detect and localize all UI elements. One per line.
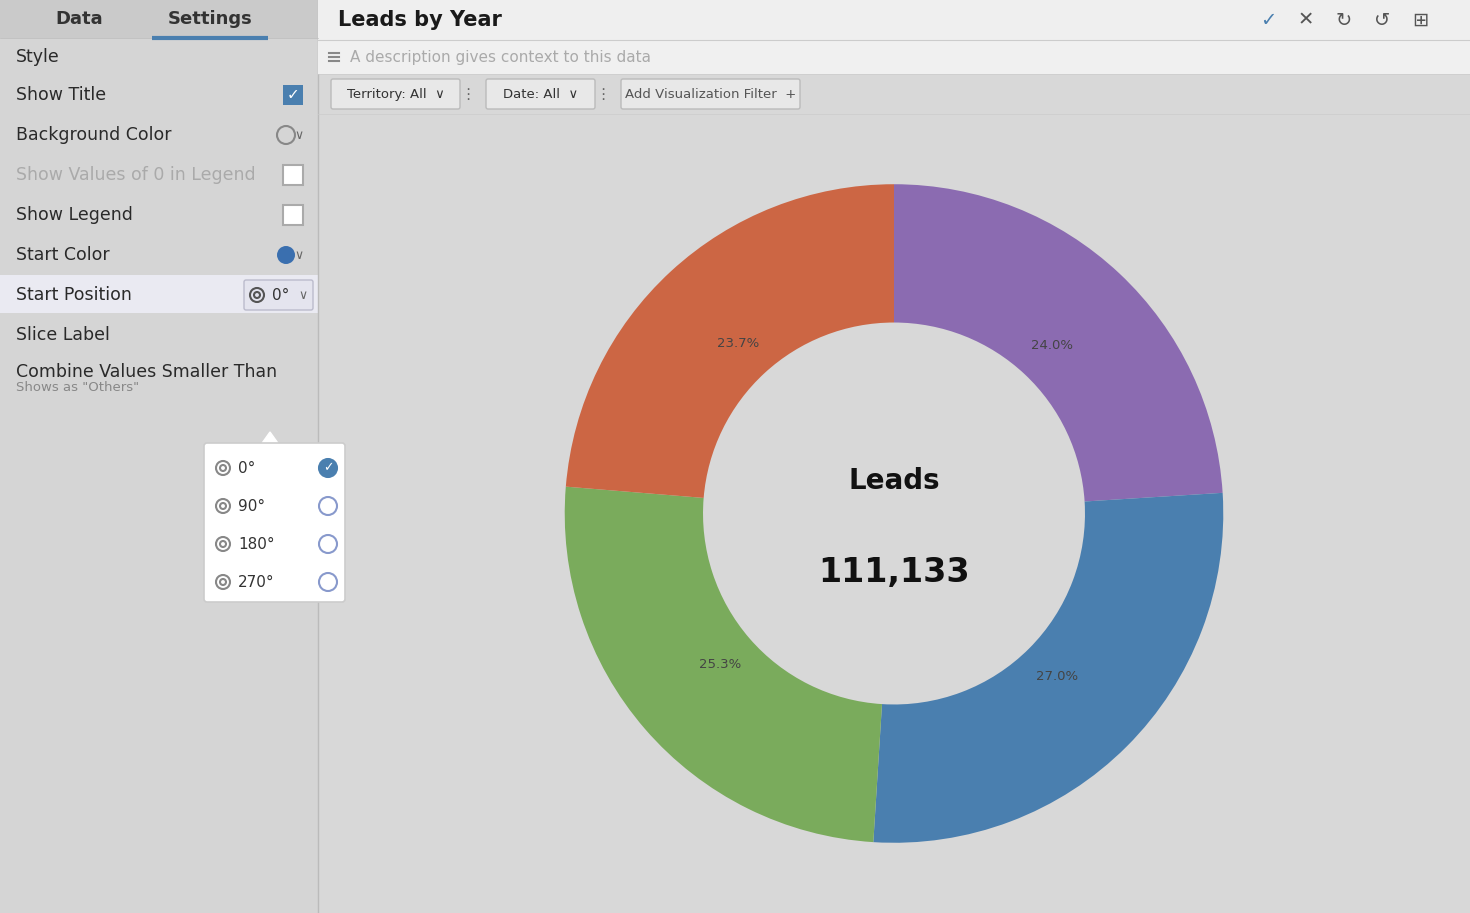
Text: Territory: All  ∨: Territory: All ∨ bbox=[347, 88, 444, 100]
Wedge shape bbox=[564, 487, 882, 842]
Text: Leads: Leads bbox=[848, 467, 939, 495]
Text: ⋮: ⋮ bbox=[595, 87, 610, 101]
Text: 111,133: 111,133 bbox=[819, 556, 970, 589]
Text: 180°: 180° bbox=[238, 537, 275, 551]
Text: 0°: 0° bbox=[272, 288, 290, 302]
Text: 0°: 0° bbox=[238, 460, 256, 476]
Text: Start Color: Start Color bbox=[16, 246, 110, 264]
FancyBboxPatch shape bbox=[620, 79, 800, 109]
Text: ✓: ✓ bbox=[287, 88, 300, 102]
Text: Show Values of 0 in Legend: Show Values of 0 in Legend bbox=[16, 166, 256, 184]
Text: 27.0%: 27.0% bbox=[1036, 670, 1078, 683]
Text: ∨: ∨ bbox=[298, 289, 307, 301]
FancyBboxPatch shape bbox=[284, 85, 303, 105]
Wedge shape bbox=[873, 493, 1223, 843]
Text: 270°: 270° bbox=[238, 574, 275, 590]
Text: Data: Data bbox=[56, 10, 103, 28]
Text: ⋮: ⋮ bbox=[460, 87, 476, 101]
Text: 23.7%: 23.7% bbox=[717, 338, 759, 351]
Text: Add Visualization Filter  +: Add Visualization Filter + bbox=[625, 88, 797, 100]
Circle shape bbox=[319, 535, 337, 553]
Text: 25.3%: 25.3% bbox=[698, 657, 741, 671]
Text: 24.0%: 24.0% bbox=[1030, 339, 1073, 352]
Text: ∨: ∨ bbox=[294, 129, 304, 142]
FancyBboxPatch shape bbox=[318, 40, 1470, 74]
Polygon shape bbox=[260, 432, 279, 446]
FancyBboxPatch shape bbox=[331, 79, 460, 109]
Text: ∨: ∨ bbox=[294, 248, 304, 261]
FancyBboxPatch shape bbox=[0, 275, 318, 313]
FancyBboxPatch shape bbox=[284, 205, 303, 225]
FancyBboxPatch shape bbox=[0, 0, 318, 38]
Wedge shape bbox=[566, 184, 894, 498]
Text: Slice Label: Slice Label bbox=[16, 326, 110, 344]
Text: ✓: ✓ bbox=[323, 461, 334, 475]
Text: Style: Style bbox=[16, 48, 60, 66]
Text: ↻: ↻ bbox=[1336, 11, 1352, 29]
Wedge shape bbox=[894, 184, 1223, 501]
FancyBboxPatch shape bbox=[487, 79, 595, 109]
Text: A description gives context to this data: A description gives context to this data bbox=[350, 49, 651, 65]
Text: Shows as "Others": Shows as "Others" bbox=[16, 381, 140, 394]
Circle shape bbox=[319, 497, 337, 515]
Text: Show Legend: Show Legend bbox=[16, 206, 132, 224]
FancyBboxPatch shape bbox=[284, 165, 303, 185]
Circle shape bbox=[319, 573, 337, 591]
Text: Leads by Year: Leads by Year bbox=[338, 10, 501, 30]
Text: ✓: ✓ bbox=[1260, 11, 1276, 29]
Text: Background Color: Background Color bbox=[16, 126, 172, 144]
FancyBboxPatch shape bbox=[318, 0, 1470, 40]
FancyBboxPatch shape bbox=[318, 0, 1470, 913]
Text: ↺: ↺ bbox=[1374, 11, 1391, 29]
Circle shape bbox=[319, 459, 337, 477]
Text: Show Title: Show Title bbox=[16, 86, 106, 104]
Text: ⊞: ⊞ bbox=[1411, 11, 1429, 29]
FancyBboxPatch shape bbox=[0, 0, 318, 913]
Text: ✕: ✕ bbox=[1298, 11, 1314, 29]
Text: Start Position: Start Position bbox=[16, 286, 132, 304]
Circle shape bbox=[276, 246, 295, 264]
FancyBboxPatch shape bbox=[244, 280, 313, 310]
Text: Settings: Settings bbox=[168, 10, 253, 28]
Text: 90°: 90° bbox=[238, 498, 265, 513]
FancyBboxPatch shape bbox=[204, 443, 345, 602]
Text: Combine Values Smaller Than: Combine Values Smaller Than bbox=[16, 363, 278, 381]
Text: Date: All  ∨: Date: All ∨ bbox=[503, 88, 578, 100]
